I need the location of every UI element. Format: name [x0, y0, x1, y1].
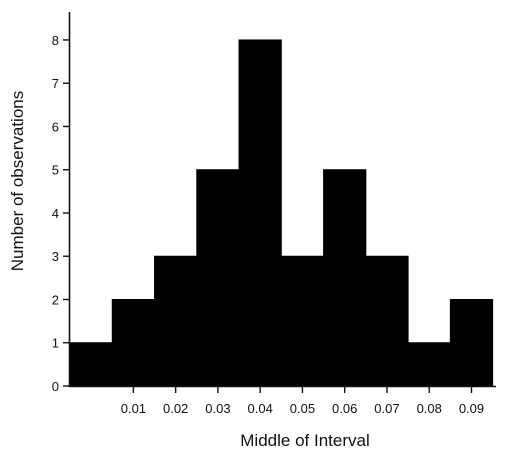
histogram-bar	[449, 298, 494, 387]
y-tick-label: 2	[52, 292, 59, 307]
x-tick-label: 0.06	[332, 401, 357, 416]
histogram-bar	[69, 342, 113, 387]
x-tick-label: 0.03	[205, 401, 230, 416]
y-tick-label: 4	[52, 206, 59, 221]
x-tick-label: 0.08	[417, 401, 442, 416]
y-tick-label: 1	[52, 336, 59, 351]
histogram-bar	[280, 255, 325, 387]
histogram-bar	[196, 169, 240, 387]
y-tick-label: 7	[52, 76, 59, 91]
x-axis-title: Middle of Interval	[240, 431, 369, 450]
histogram-bar	[323, 169, 367, 387]
axes-layer	[63, 12, 496, 393]
y-tick-label: 0	[52, 379, 59, 394]
histogram-bar	[154, 255, 198, 387]
x-tick-label: 0.02	[163, 401, 188, 416]
histogram-bar	[111, 298, 156, 387]
x-tick-label: 0.07	[374, 401, 399, 416]
x-tick-label: 0.01	[121, 401, 146, 416]
y-axis-title: Number of observations	[8, 91, 27, 271]
labels-layer: 0 1 2 3 4 5 6 7 8 0.01 0.02 0.03 0.04 0.05 0.06 0.07 0.0…	[52, 33, 484, 416]
histogram-bar	[365, 255, 409, 387]
y-tick-label: 8	[52, 33, 59, 48]
y-tick-label: 3	[52, 249, 59, 264]
y-tick-label: 5	[52, 163, 59, 178]
x-tick-label: 0.05	[290, 401, 315, 416]
histogram-bar	[407, 342, 451, 387]
x-tick-label: 0.04	[248, 401, 273, 416]
x-tick-label: 0.09	[459, 401, 484, 416]
histogram-bar	[238, 39, 282, 387]
bars-layer	[69, 39, 494, 387]
y-tick-label: 6	[52, 119, 59, 134]
